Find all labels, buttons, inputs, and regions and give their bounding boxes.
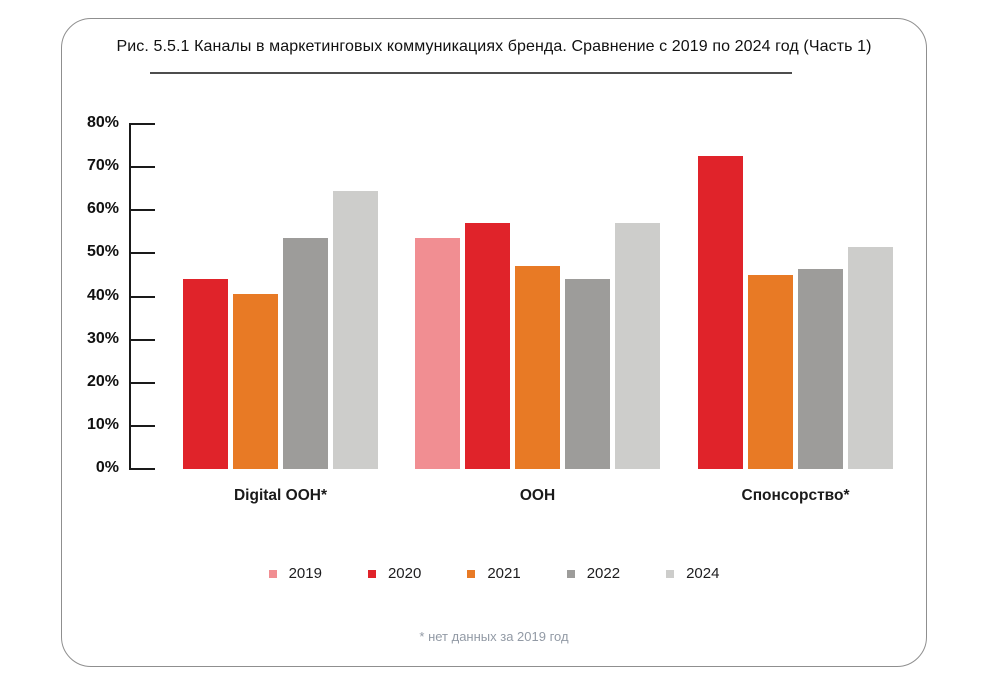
legend-label: 2024	[686, 565, 720, 582]
y-tick	[129, 166, 155, 169]
y-tick-label: 10%	[86, 415, 119, 433]
y-tick	[129, 381, 155, 384]
y-tick	[129, 424, 155, 427]
legend-item-2019: 2019	[268, 565, 322, 582]
y-tick-label: 50%	[86, 243, 119, 261]
bar-2020-group3	[698, 156, 743, 469]
y-tick	[129, 123, 155, 125]
y-tick-label: 80%	[86, 114, 119, 131]
legend-item-2022: 2022	[566, 565, 621, 582]
category-label-group2: OOH	[519, 487, 556, 504]
title-divider	[150, 72, 792, 74]
y-tick-label: 40%	[86, 286, 119, 304]
category-label-group3: Спонсорство*	[741, 487, 850, 504]
figure-card: Рис. 5.5.1 Каналы в маркетинговых коммун…	[61, 18, 927, 667]
legend: 2019 2020 2021 2022 2024	[62, 565, 926, 582]
legend-swatch-icon	[367, 569, 376, 578]
y-tick	[129, 468, 155, 470]
bar-2020-group1	[183, 279, 228, 469]
category-label-group1: Digital OOH*	[233, 487, 327, 504]
y-tick-label: 20%	[86, 372, 119, 390]
y-tick	[129, 209, 155, 212]
bar-2021-group3	[748, 274, 793, 469]
y-tick-label: 30%	[86, 329, 119, 347]
legend-item-2020: 2020	[367, 565, 422, 582]
footnote: * нет данных за 2019 год	[419, 629, 569, 644]
bar-2019-group2	[415, 238, 460, 469]
legend-swatch-icon	[566, 569, 575, 578]
legend-swatch-icon	[666, 569, 675, 578]
legend-label: 2022	[586, 565, 621, 582]
legend-label: 2021	[487, 565, 521, 582]
legend-label: 2020	[387, 565, 422, 582]
plot-area: 80% 70% 60% 50% 40% 30% 20% 10% 0% Digit…	[87, 114, 919, 504]
legend-item-2021: 2021	[467, 565, 521, 582]
bar-2024-group3	[848, 246, 893, 469]
bar-2022-group1	[283, 238, 328, 469]
figure-title: Рис. 5.5.1 Каналы в маркетинговых коммун…	[116, 38, 872, 55]
bar-2022-group2	[565, 279, 610, 469]
y-tick-label: 70%	[86, 157, 119, 175]
bar-2021-group2	[515, 266, 560, 469]
bar-2021-group1	[233, 294, 278, 469]
y-tick-label: 0%	[95, 459, 119, 476]
y-tick	[129, 252, 155, 255]
y-tick-label: 60%	[86, 200, 119, 218]
legend-swatch-icon	[268, 569, 277, 578]
legend-label: 2019	[288, 565, 322, 582]
y-tick	[129, 295, 155, 298]
bar-2024-group2	[615, 223, 660, 469]
legend-item-2024: 2024	[666, 565, 719, 582]
bar-2024-group1	[333, 190, 378, 469]
bar-2020-group2	[465, 223, 510, 469]
y-tick	[129, 338, 155, 341]
legend-swatch-icon	[467, 569, 476, 578]
bar-2022-group3	[798, 268, 843, 469]
